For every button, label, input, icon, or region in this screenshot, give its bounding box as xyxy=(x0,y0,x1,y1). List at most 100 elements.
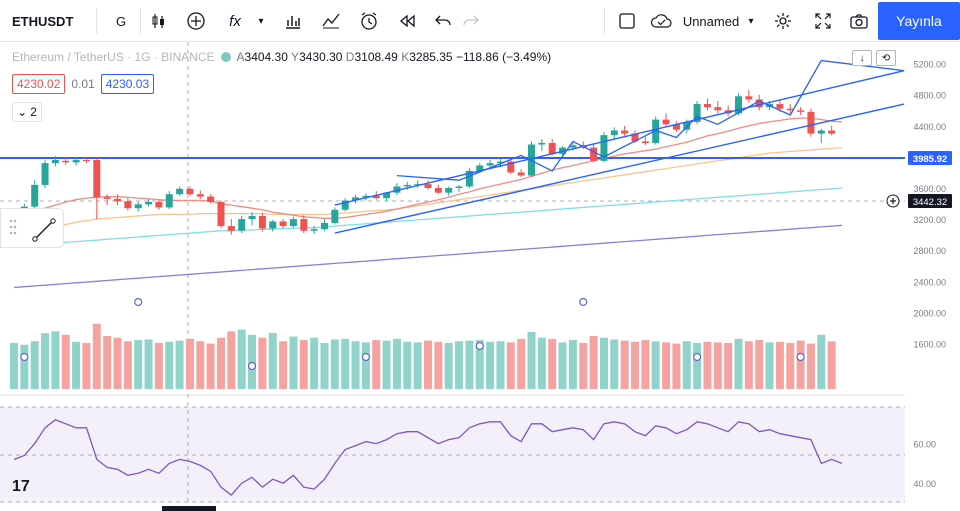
candle-body xyxy=(114,198,121,202)
fx-indicators-icon[interactable]: fx xyxy=(229,12,241,30)
change-value: −118.86 (−3.49%) xyxy=(455,50,552,64)
arrow-down-icon[interactable]: ↓ xyxy=(852,50,872,66)
candle-type-icon[interactable] xyxy=(148,6,170,36)
volume-bar xyxy=(41,333,50,389)
rsi-line xyxy=(13,419,843,496)
interval-button[interactable]: G xyxy=(115,13,127,29)
volume-bar xyxy=(672,343,681,389)
toolbar-divider xyxy=(96,8,97,34)
trendline-tool-icon[interactable] xyxy=(1,209,65,249)
volume-bar xyxy=(455,341,464,389)
volume-bar xyxy=(113,337,122,389)
add-indicator-icon[interactable] xyxy=(184,6,208,36)
candle-body xyxy=(82,160,90,162)
volume-bar xyxy=(496,341,505,389)
volume-bar xyxy=(103,335,112,389)
volume-bar xyxy=(620,340,629,389)
volume-bar xyxy=(289,336,298,389)
floating-drawing-toolbar[interactable] xyxy=(0,208,64,248)
buy-button[interactable]: 4230.03 xyxy=(100,74,155,94)
camera-icon[interactable] xyxy=(848,6,870,36)
volume-bar xyxy=(279,341,288,389)
chevron-down-icon[interactable]: ▾ xyxy=(748,15,754,27)
candle-body xyxy=(424,184,432,189)
volume-bar xyxy=(382,340,391,389)
candle-body xyxy=(569,145,577,148)
volume-bar xyxy=(486,341,495,389)
candle-body xyxy=(476,165,484,171)
sell-button[interactable]: 4230.02 xyxy=(12,74,66,94)
volume-bar xyxy=(806,343,815,389)
candle-body xyxy=(103,197,111,199)
candle-body xyxy=(507,161,515,173)
candle-body xyxy=(362,195,370,198)
undo-icon[interactable] xyxy=(432,6,454,36)
indicators-toggle[interactable]: ⌄ 2 xyxy=(12,102,42,122)
volume-bar xyxy=(506,342,515,389)
symbol-search[interactable]: ETHUSDT xyxy=(12,13,74,29)
volume-bar xyxy=(775,341,784,389)
time-axis-tag xyxy=(162,506,216,511)
candle-body xyxy=(786,108,794,111)
redo-icon[interactable] xyxy=(460,6,482,36)
volume-bar xyxy=(724,342,733,389)
compare-icon[interactable] xyxy=(320,6,342,36)
volume-bar xyxy=(134,340,143,389)
event-marker xyxy=(579,297,588,307)
volume-bar xyxy=(403,341,412,389)
chevron-down-icon[interactable]: ▾ xyxy=(258,15,264,27)
volume-bar xyxy=(413,342,422,389)
event-marker xyxy=(361,352,370,362)
volume-bar xyxy=(61,334,70,389)
volume-bar xyxy=(320,342,329,389)
volume-bar xyxy=(755,340,764,389)
candle-body xyxy=(672,124,680,130)
gear-icon[interactable] xyxy=(772,6,794,36)
layout-select-icon[interactable] xyxy=(616,6,638,36)
candle-body xyxy=(517,172,525,176)
auto-scale-icon[interactable]: ⟲ xyxy=(876,50,896,66)
spread-value: 0.01 xyxy=(71,77,95,91)
volume-bar xyxy=(744,341,753,389)
fullscreen-icon[interactable] xyxy=(812,6,834,36)
ma20-line xyxy=(13,117,843,219)
replay-icon[interactable] xyxy=(396,6,418,36)
rsi-band xyxy=(0,407,905,502)
candle-body xyxy=(383,192,391,199)
event-marker xyxy=(692,352,702,362)
volume-bar xyxy=(20,344,29,389)
ohlc-values: A3404.30 Y3430.30 D3108.49 K3285.35 −118… xyxy=(236,50,552,64)
candle-body xyxy=(486,163,494,166)
bar-chart-icon[interactable] xyxy=(282,6,304,36)
volume-bar xyxy=(444,342,453,389)
layout-name[interactable]: Unnamed xyxy=(682,13,740,29)
publish-button[interactable]: Yayınla xyxy=(878,2,960,40)
volume-bar xyxy=(827,341,836,389)
event-marker xyxy=(20,352,29,362)
volume-bar xyxy=(196,341,205,389)
alert-clock-icon[interactable] xyxy=(358,6,380,36)
candle-body xyxy=(331,209,339,223)
candle-body xyxy=(455,186,463,189)
price-axis-label: 5200.00 xyxy=(913,60,946,70)
volume-bar xyxy=(434,341,443,389)
volume-bar xyxy=(51,331,60,389)
volume-bar xyxy=(185,338,194,389)
candle-body xyxy=(248,215,256,220)
candle-body xyxy=(797,110,805,112)
candle-body xyxy=(93,160,101,198)
cloud-saved-icon[interactable] xyxy=(650,6,672,36)
price-axis-label: 2400.00 xyxy=(913,277,946,287)
toolbar-divider xyxy=(140,8,141,34)
volume-bar xyxy=(330,339,339,389)
price-axis-label: 2800.00 xyxy=(913,246,946,256)
candle-body xyxy=(279,221,287,227)
candle-body xyxy=(72,160,80,163)
volume-bar xyxy=(734,338,743,389)
candle-body xyxy=(31,184,39,207)
tradingview-logo: 17 xyxy=(12,478,30,495)
candle-body xyxy=(631,133,639,142)
volume-bar xyxy=(165,341,174,389)
volume-bar xyxy=(310,337,319,389)
